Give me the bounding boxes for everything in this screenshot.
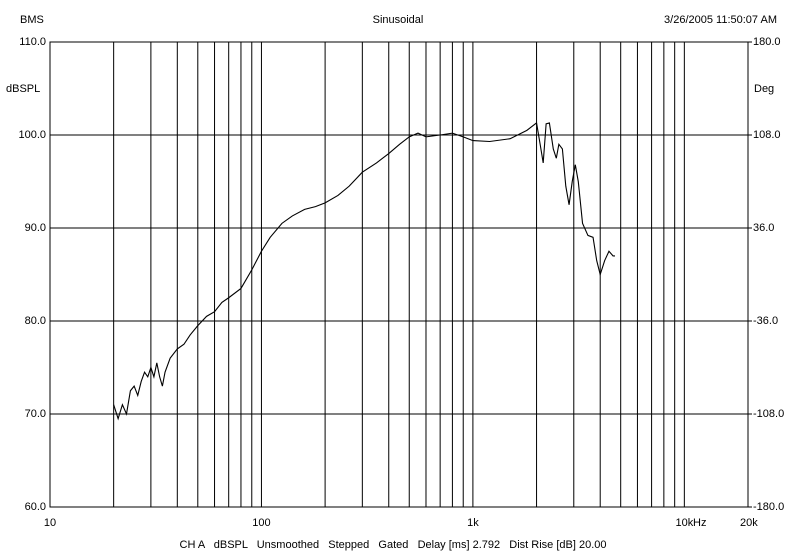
y-tick-label: 90.0 bbox=[25, 222, 46, 234]
header-center: Sinusoidal bbox=[373, 14, 424, 26]
y2-axis-label: Deg bbox=[754, 83, 774, 95]
y2-tick-label: -36.0 bbox=[753, 315, 778, 327]
y-tick-label: 110.0 bbox=[19, 36, 46, 48]
y2-tick-label: 108.0 bbox=[753, 129, 781, 141]
x-tick-label: 1k bbox=[467, 517, 479, 529]
footer: CH A dBSPL Unsmoothed Stepped Gated Dela… bbox=[180, 539, 607, 551]
y2-tick-label: -180.0 bbox=[753, 501, 784, 513]
x-tick-label: 10k bbox=[675, 517, 693, 529]
header-left: BMS bbox=[20, 14, 44, 26]
response-curve bbox=[113, 121, 616, 421]
y-axis-label: dBSPL bbox=[6, 83, 40, 95]
y-tick-label: 60.0 bbox=[25, 501, 46, 513]
y2-tick-label: -108.0 bbox=[753, 408, 784, 420]
y-tick-label: 70.0 bbox=[25, 408, 46, 420]
y2-tick-label: 36.0 bbox=[753, 222, 774, 234]
y-tick-label: 80.0 bbox=[25, 315, 46, 327]
y2-tick-label: 180.0 bbox=[753, 36, 781, 48]
x-axis-label: Hz bbox=[693, 517, 706, 529]
x-tick-label: 10 bbox=[44, 517, 56, 529]
x-tick-label: 20k bbox=[740, 517, 758, 529]
header-right: 3/26/2005 11:50:07 AM bbox=[664, 14, 777, 26]
y-tick-label: 100.0 bbox=[18, 129, 46, 141]
x-tick-label: 100 bbox=[252, 517, 270, 529]
plot-frame bbox=[49, 41, 749, 508]
